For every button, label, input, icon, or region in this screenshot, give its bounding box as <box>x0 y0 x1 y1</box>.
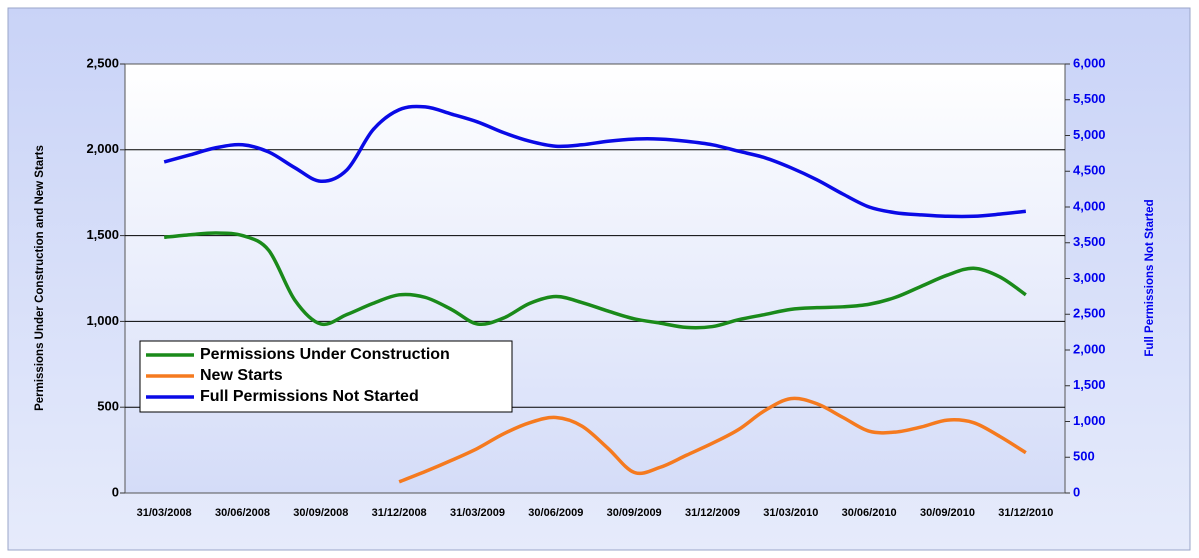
x-tick-label: 30/09/2009 <box>607 507 662 519</box>
series-line <box>163 231 1027 330</box>
yticks-label: 0 <box>112 484 119 499</box>
x-tick-label: 30/06/2009 <box>528 507 583 519</box>
x-tick-label: 31/03/2009 <box>450 507 505 519</box>
x-tick-label: 31/03/2010 <box>763 507 818 519</box>
y2ticks-label: 3,500 <box>1073 234 1106 249</box>
y2ticks-label: 4,000 <box>1073 198 1106 213</box>
legend-label: Full Permissions Not Started <box>200 388 419 405</box>
yticks-label: 2,500 <box>86 55 119 70</box>
y2ticks-label: 5,000 <box>1073 127 1106 142</box>
y2ticks-label: 5,500 <box>1073 91 1106 106</box>
yticks-label: 1,000 <box>86 313 119 328</box>
y2ticks-label: 6,000 <box>1073 55 1106 70</box>
series-line <box>398 396 1027 484</box>
yticks-label: 1,500 <box>86 227 119 242</box>
x-tick-label: 31/12/2009 <box>685 507 740 519</box>
yticks-label: 500 <box>97 399 119 414</box>
y-axis-title: Permissions Under Construction and New S… <box>34 145 46 411</box>
x-tick-label: 30/06/2008 <box>215 507 270 519</box>
grid: 0 500 1,000 1,500 2,000 2,500 0 500 1,000 1,500 2,… <box>86 55 1105 518</box>
y2ticks-label: 1,500 <box>1073 377 1106 392</box>
series-line <box>163 104 1027 219</box>
y2ticks-label: 500 <box>1073 449 1095 464</box>
y2ticks-label: 1,000 <box>1073 413 1106 428</box>
x-tick-label: 31/12/2008 <box>372 507 427 519</box>
y2ticks-label: 4,500 <box>1073 163 1106 178</box>
x-tick-label: 30/09/2010 <box>920 507 975 519</box>
plot-area <box>124 63 1066 494</box>
x-tick-label: 30/09/2008 <box>293 507 348 519</box>
x-tick-label: 31/12/2010 <box>998 507 1053 519</box>
legend-box <box>139 340 513 413</box>
y2ticks-label: 3,000 <box>1073 270 1106 285</box>
lines <box>163 104 1027 484</box>
legend: Permissions Under Construction New Starts… <box>139 340 513 413</box>
x-tick-label: 30/06/2010 <box>842 507 897 519</box>
y2ticks-label: 2,500 <box>1073 306 1106 321</box>
y2ticks-label: 2,000 <box>1073 341 1106 356</box>
legend-label: New Starts <box>200 367 283 384</box>
y2-axis-title: Full Permissions Not Started <box>1144 199 1156 356</box>
y2ticks-label: 0 <box>1073 484 1080 499</box>
yticks-label: 2,000 <box>86 141 119 156</box>
x-tick-label: 31/03/2008 <box>137 507 192 519</box>
legend-label: Permissions Under Construction <box>200 346 450 363</box>
